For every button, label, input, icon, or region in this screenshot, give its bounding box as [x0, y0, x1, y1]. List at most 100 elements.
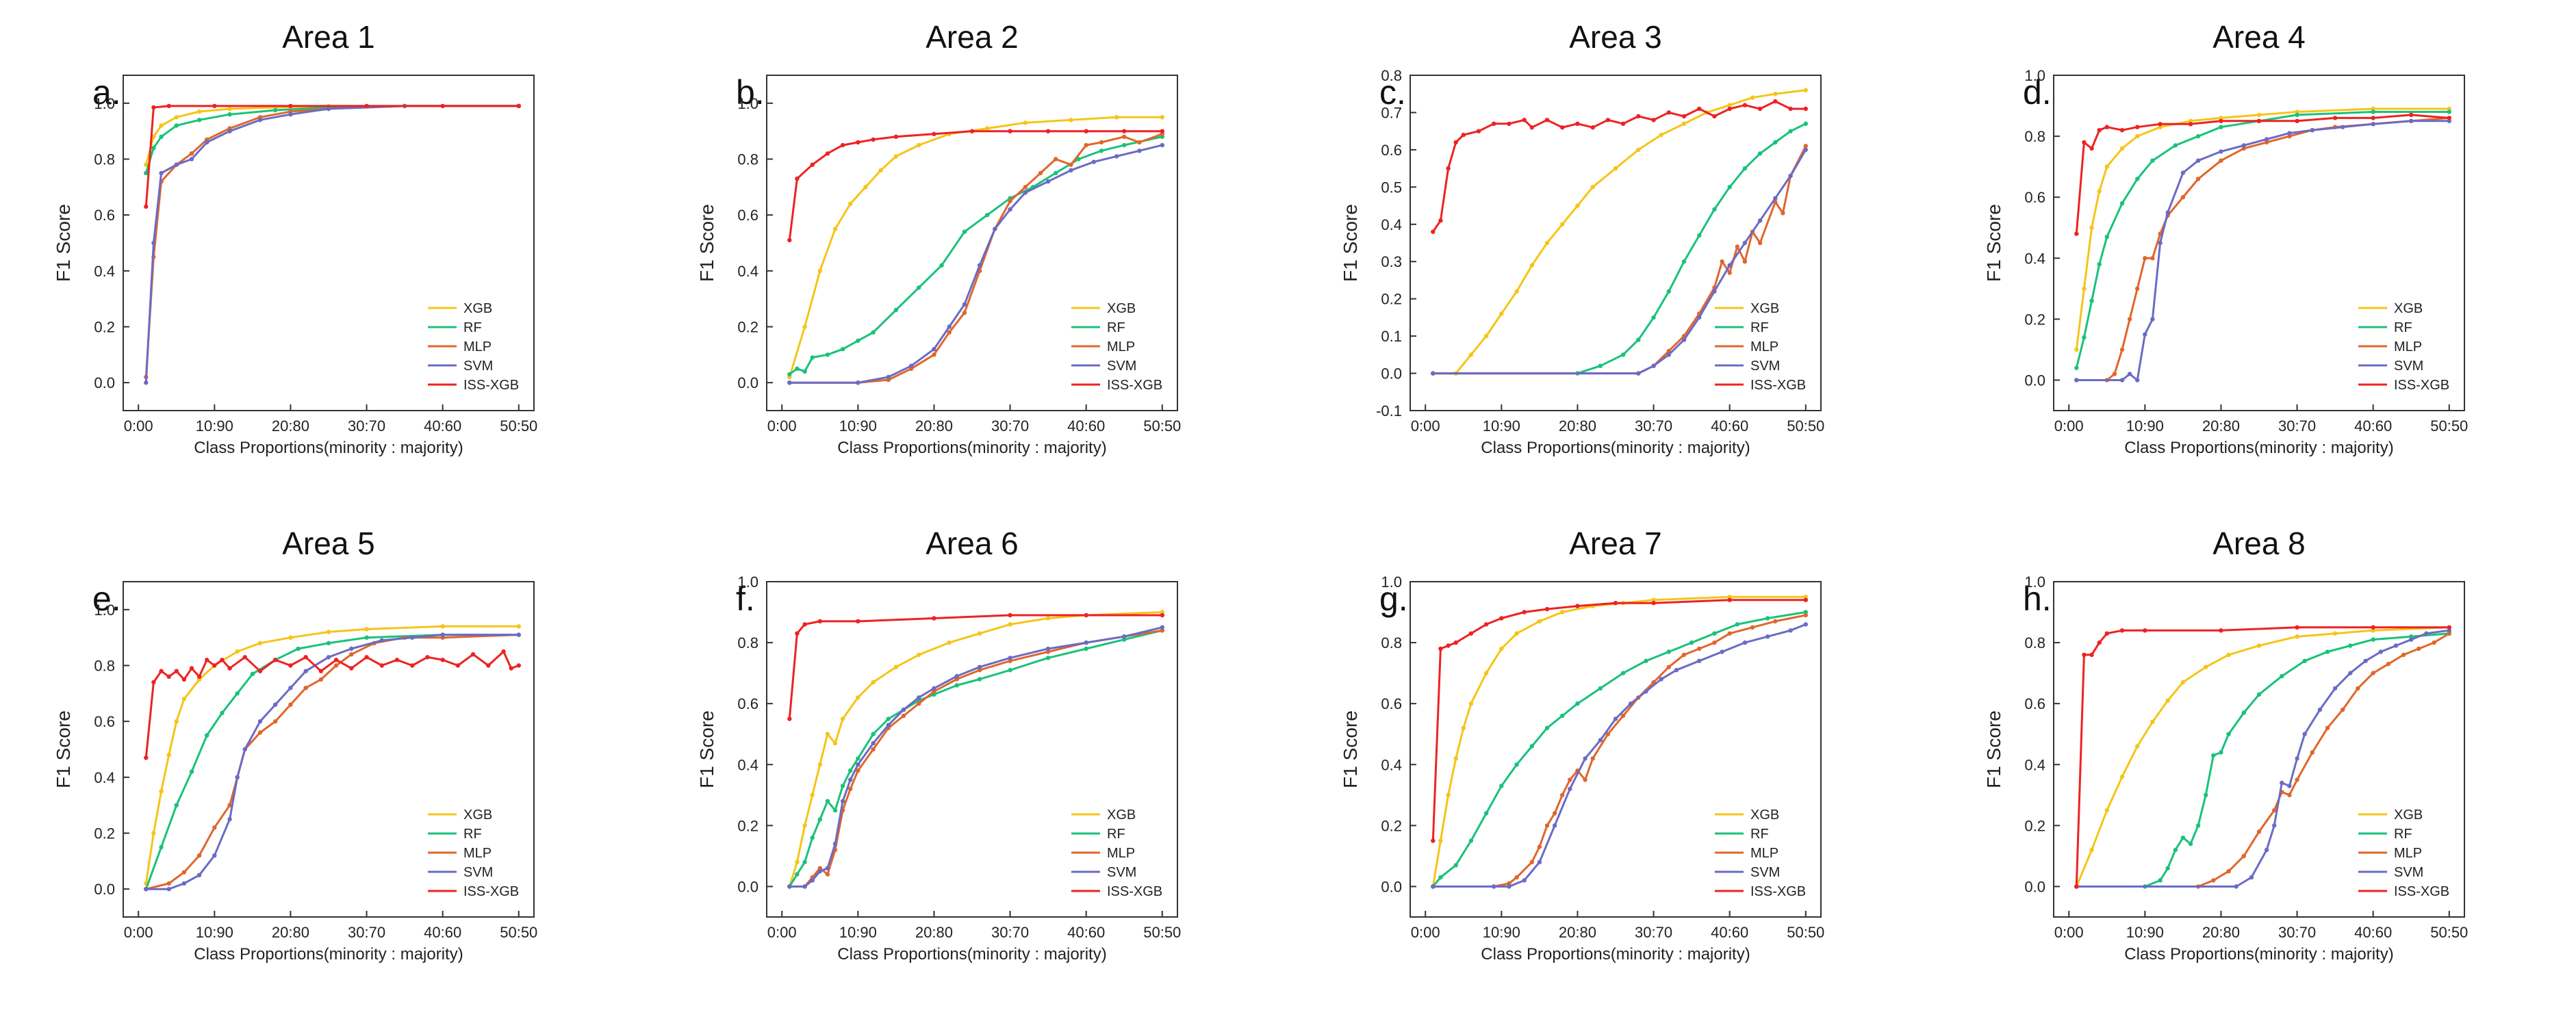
x-tick-label: 0:00	[1411, 924, 1440, 941]
data-point	[1160, 129, 1165, 133]
data-point	[1803, 622, 1808, 627]
data-point	[1697, 233, 1702, 238]
x-axis-label: Class Proportions(minority : majority)	[837, 945, 1106, 964]
data-point	[932, 347, 936, 352]
data-point	[2363, 658, 2368, 663]
panel-letter: c.	[1379, 73, 1406, 112]
data-point	[2219, 125, 2223, 129]
data-point	[2165, 866, 2170, 870]
data-point	[1666, 352, 1671, 357]
data-point	[871, 747, 876, 752]
data-point	[205, 140, 209, 145]
data-point	[144, 162, 149, 167]
data-point	[2074, 884, 2079, 889]
data-point	[516, 624, 521, 629]
data-point	[2295, 118, 2299, 123]
x-tick-label: 30:70	[1635, 924, 1672, 941]
legend-label: MLP	[2394, 339, 2422, 354]
legend-label: RF	[2394, 320, 2412, 335]
data-point	[2249, 875, 2254, 880]
data-point	[257, 118, 263, 122]
data-point	[1453, 140, 1458, 145]
plot-frame	[766, 581, 1178, 918]
data-point	[2241, 853, 2246, 859]
data-point	[1788, 628, 1793, 633]
data-point	[802, 823, 807, 828]
data-point	[1461, 132, 1466, 138]
x-tick-label: 50:50	[1143, 417, 1181, 435]
data-point	[2143, 332, 2147, 337]
data-point	[787, 716, 792, 721]
data-point	[947, 324, 952, 329]
data-point	[2295, 777, 2299, 782]
data-point	[1598, 738, 1603, 742]
data-point	[2158, 878, 2163, 883]
legend: XGB RF MLP SVM ISS-XGB	[1715, 807, 1806, 899]
legend-label: RF	[463, 827, 482, 842]
data-point	[2180, 170, 2186, 175]
x-tick-label: 50:50	[1143, 924, 1181, 941]
panel-title: Area 3	[1569, 19, 1662, 55]
data-point	[364, 635, 369, 640]
data-point	[1697, 658, 1702, 663]
data-point	[893, 664, 899, 669]
data-point	[1613, 166, 1618, 171]
data-point	[379, 663, 384, 668]
data-point	[825, 151, 830, 156]
panel-letter: f.	[736, 580, 755, 618]
data-point	[1438, 218, 1443, 223]
data-point	[318, 669, 324, 673]
data-point	[977, 664, 982, 669]
y-tick-label: 0.4	[737, 263, 758, 280]
series-svm	[787, 142, 1165, 385]
data-point	[2256, 692, 2262, 697]
data-point	[947, 330, 952, 335]
data-point	[802, 622, 807, 627]
data-point	[1636, 114, 1641, 119]
data-point	[2447, 628, 2451, 633]
data-point	[2386, 662, 2391, 667]
legend-label: MLP	[2394, 846, 2422, 861]
series-line	[788, 116, 1162, 378]
x-tick-label: 0:00	[1411, 417, 1440, 435]
series-rf	[787, 628, 1165, 889]
x-tick-label: 40:60	[1711, 924, 1748, 941]
data-point	[787, 237, 792, 243]
data-point	[1681, 259, 1687, 264]
y-tick-label: 0.2	[1381, 817, 1402, 834]
plot-frame	[2053, 75, 2465, 411]
data-point	[1742, 103, 1748, 107]
data-point	[1727, 270, 1732, 275]
y-tick-label: 0.6	[1381, 142, 1402, 159]
data-point	[2082, 652, 2087, 658]
legend-label: ISS-XGB	[1107, 378, 1162, 393]
series-line	[1432, 611, 1807, 888]
data-point	[212, 663, 217, 668]
series-rf	[1431, 121, 1808, 376]
data-point	[1008, 656, 1012, 660]
data-point	[288, 103, 293, 109]
series-rf	[144, 103, 521, 176]
data-point	[166, 881, 171, 886]
data-point	[2371, 116, 2375, 120]
data-point	[1803, 597, 1808, 602]
data-point	[181, 677, 187, 682]
legend: XGB RF MLP SVM ISS-XGB	[2358, 807, 2449, 899]
data-point	[440, 632, 445, 637]
data-point	[1712, 640, 1717, 645]
data-point	[977, 668, 982, 673]
data-point	[1620, 121, 1626, 126]
chart-panel-6: Area 6 f. 0.0 0.2 0.4 0.6 0.8 1.0 0:00 10:90 20:80…	[696, 526, 1181, 964]
y-tick-label: 0.6	[2024, 189, 2045, 206]
data-point	[2158, 125, 2163, 129]
data-point	[326, 630, 331, 634]
data-point	[235, 775, 240, 780]
y-tick-label: 0.6	[2024, 695, 2045, 712]
data-point	[2089, 652, 2094, 658]
data-point	[787, 380, 792, 385]
data-point	[1681, 114, 1687, 119]
series-line	[144, 625, 519, 884]
legend-label: ISS-XGB	[463, 884, 519, 899]
data-point	[257, 730, 263, 735]
data-point	[1651, 597, 1656, 602]
